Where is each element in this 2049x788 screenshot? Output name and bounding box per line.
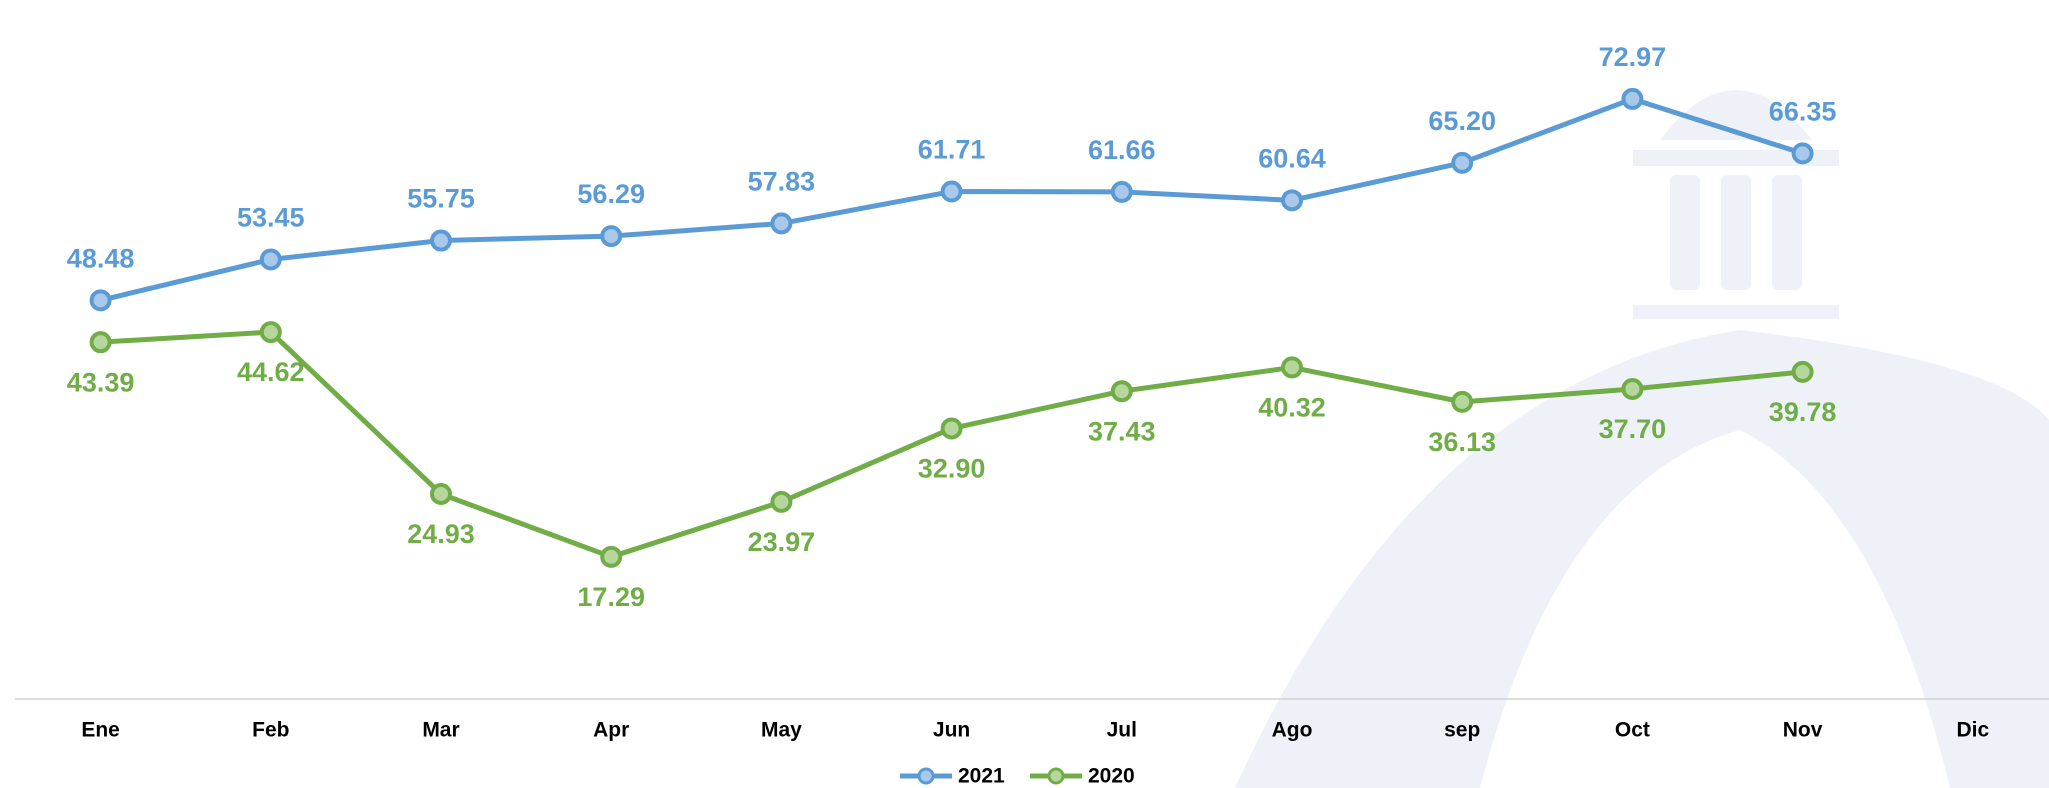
point xyxy=(600,225,623,248)
data-label: 65.20 xyxy=(1428,106,1496,136)
point xyxy=(430,229,452,252)
legend-label: 2020 xyxy=(1088,765,1135,788)
x-tick-label: sep xyxy=(1444,719,1480,742)
data-label: 44.62 xyxy=(237,357,305,387)
point xyxy=(89,331,112,354)
point xyxy=(259,321,282,344)
x-tick-label: Feb xyxy=(252,719,289,742)
data-label: 23.97 xyxy=(748,527,816,557)
data-label: 56.29 xyxy=(577,179,645,209)
x-tick-label: Jun xyxy=(933,719,970,742)
point xyxy=(1791,142,1814,165)
x-tick-label: Mar xyxy=(422,719,459,742)
data-label: 37.43 xyxy=(1088,416,1156,446)
point xyxy=(1791,360,1814,383)
point xyxy=(1281,356,1303,379)
data-label: 61.66 xyxy=(1088,135,1156,165)
point xyxy=(940,180,963,203)
data-label: 61.71 xyxy=(918,135,986,165)
point xyxy=(1621,87,1644,110)
point xyxy=(1621,377,1644,400)
data-label: 53.45 xyxy=(237,203,305,233)
data-label: 43.39 xyxy=(67,367,135,397)
data-label: 36.13 xyxy=(1428,427,1496,457)
x-tick-label: Ago xyxy=(1272,719,1313,742)
point xyxy=(1281,189,1303,212)
legend-marker xyxy=(1047,767,1065,785)
point xyxy=(1110,380,1133,403)
legend-label: 2021 xyxy=(958,765,1005,788)
x-tick-label: Oct xyxy=(1615,719,1650,742)
point xyxy=(259,248,282,271)
data-label: 24.93 xyxy=(407,519,475,549)
data-label: 55.75 xyxy=(407,184,475,214)
point xyxy=(89,289,112,312)
x-tick-label: Dic xyxy=(1956,719,1989,742)
data-label: 37.70 xyxy=(1599,414,1667,444)
x-tick-label: Nov xyxy=(1783,719,1823,742)
point xyxy=(1451,390,1474,413)
x-tick-label: Apr xyxy=(593,719,629,742)
point xyxy=(770,490,793,513)
data-label: 57.83 xyxy=(748,167,816,197)
data-label: 39.78 xyxy=(1769,397,1837,427)
point xyxy=(600,545,623,568)
data-label: 72.97 xyxy=(1599,42,1667,72)
data-label: 48.48 xyxy=(67,243,135,273)
x-tick-label: Jul xyxy=(1107,719,1137,742)
data-label: 40.32 xyxy=(1258,393,1326,423)
point xyxy=(940,417,963,440)
data-label: 32.90 xyxy=(918,454,986,484)
data-label: 66.35 xyxy=(1769,96,1837,126)
watermark xyxy=(1235,90,2049,788)
x-tick-label: Ene xyxy=(81,719,120,742)
data-label: 17.29 xyxy=(577,582,645,612)
x-tick-label: May xyxy=(761,719,802,742)
point xyxy=(1451,151,1474,174)
point xyxy=(770,212,793,235)
legend-marker xyxy=(917,767,935,785)
point xyxy=(1110,180,1133,203)
data-label: 60.64 xyxy=(1258,143,1326,173)
point xyxy=(430,482,452,505)
